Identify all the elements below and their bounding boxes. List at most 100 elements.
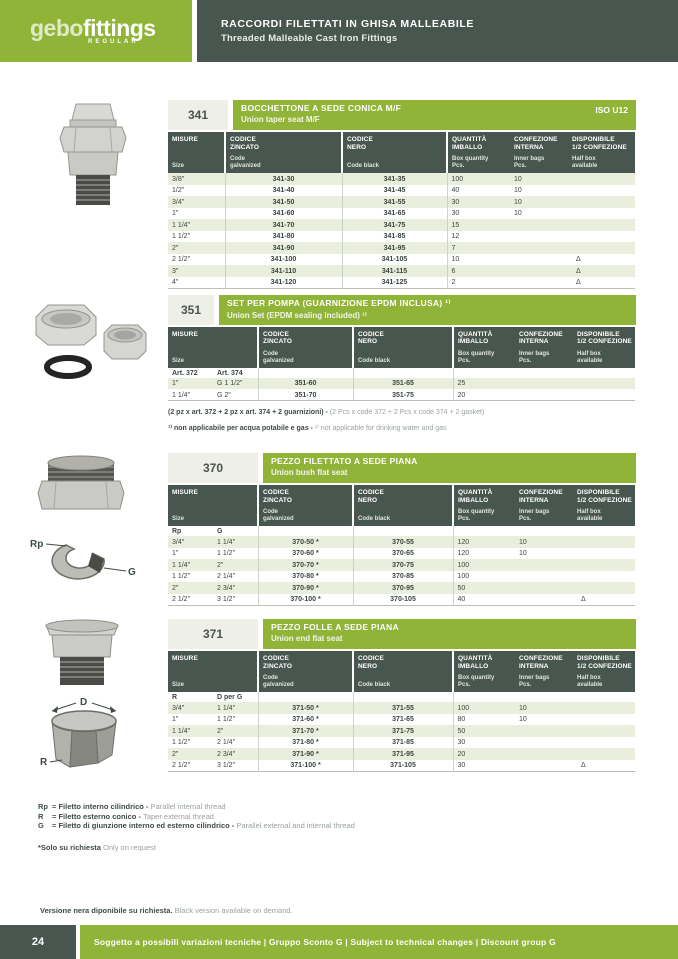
table-row: 2" 2 3/4" 370-90 * 370-95 50 (168, 582, 636, 594)
col-header-disponibile: DISPONIBILE 1/2 CONFEZIONE Half box avail… (573, 326, 636, 368)
thread-legend: Rp = Filetto interno cilindrico - Paralle… (38, 802, 678, 831)
col-header-nero: CODICE NERO Code black (353, 326, 455, 368)
section-title-it: SET PER POMPA (GUARNIZIONE EPDM INCLUSA)… (227, 297, 451, 308)
section-title-bar: SET PER POMPA (GUARNIZIONE EPDM INCLUSA)… (219, 294, 636, 325)
section-title-en: Union bush flat seat (271, 468, 348, 477)
section-title-en: Union Set (EPDM sealing included) ¹⁾ (227, 310, 367, 320)
col-header-nero: CODICE NERO Code black (342, 132, 448, 173)
product-photo-341 (10, 100, 168, 289)
sub-col-left: R (172, 694, 178, 701)
col-header-zincato: CODICE ZINCATO Code galvanized (225, 132, 343, 173)
table-row: 1 1/2" 2 1/4" 371-80 * 371-85 30 (168, 736, 635, 748)
diagram-label-r: R (40, 757, 48, 768)
col-header-confezione: CONFEZIONE INTERNA Inner bags Pcs. (515, 651, 574, 692)
sub-col-left: Rp (172, 528, 182, 535)
table-row: 1" 1 1/2" 371-60 * 371-65 80 10 (168, 713, 635, 725)
col-header-misure: MISURE Size (168, 651, 260, 692)
table-row: 1 1/2" 341-80 341-85 12 (168, 230, 635, 242)
legend-line-g: G = Filetto di giunzione interno ed ester… (38, 821, 355, 830)
col-header-confezione: CONFEZIONE INTERNA Inner bags Pcs. (515, 485, 574, 526)
table-row: 1" 1 1/2" 370-60 * 370-65 120 10 (168, 547, 635, 559)
section-title-it: PEZZO FOLLE A SEDE PIANA (271, 622, 399, 632)
section-notes-351: (2 pz x art. 372 + 2 pz x art. 374 + 2 g… (168, 409, 636, 432)
product-table-370: MISURE Size CODICE ZINCATO Code galvanized… (168, 485, 636, 606)
section-head-370: 370 PEZZO FILETTATO A SEDE PIANA Union b… (168, 453, 636, 483)
col-header-quantita: QUANTITÀ IMBALLO Box quantity Pcs. (447, 132, 510, 173)
table-area-351: 351 SET PER POMPA (GUARNIZIONE EPDM INCL… (168, 294, 636, 441)
col-header-nero: CODICE NERO Code black (353, 651, 455, 692)
product-photo-351 (10, 295, 168, 441)
brand-logo: gebofittings REGULAR (0, 0, 192, 62)
footer-text: Soggetto a possibili variazioni tecniche… (80, 925, 678, 959)
section-371: D R 371 PEZZO FOLLE A SEDE PIANA Un (10, 619, 678, 784)
section-head-351: 351 SET PER POMPA (GUARNIZIONE EPDM INCL… (168, 294, 636, 325)
table-row: 1 1/4" 2" 371-70 * 371-75 50 (168, 725, 636, 737)
col-header-disponibile: DISPONIBILE 1/2 CONFEZIONE Half box avail… (573, 485, 636, 526)
col-header-zincato: CODICE ZINCATO Code galvanized (258, 651, 355, 692)
table-area-371: 371 PEZZO FOLLE A SEDE PIANA Union end f… (168, 619, 636, 784)
section-title-en: Union end flat seat (271, 634, 343, 643)
page-title-block: RACCORDI FILETTATI IN GHISA MALLEABILE T… (197, 0, 678, 62)
union-bush-image: Rp G (30, 455, 136, 580)
col-header-confezione: CONFEZIONE INTERNA Inner bags Pcs. (515, 326, 574, 368)
table-area-341: 341 BOCCHETTONE A SEDE CONICA M/F Union … (168, 100, 636, 289)
product-table-371: MISURE Size CODICE ZINCATO Code galvanized… (168, 651, 636, 772)
product-table-351: MISURE Size CODICE ZINCATO Code galvanized… (168, 326, 636, 401)
col-header-zincato: CODICE ZINCATO Code galvanized (258, 485, 355, 526)
union-end-image: D R (40, 619, 119, 768)
table-row: 2 1/2" 3 1/2" 370-100 * 370-105 40 Δ (168, 593, 635, 605)
col-header-confezione: CONFEZIONE INTERNA Inner bags Pcs. (510, 132, 568, 173)
table-row: 4" 341-120 341-125 2 Δ (168, 276, 635, 288)
set-composition-note: (2 pz x art. 372 + 2 pz x art. 374 + 2 g… (168, 409, 485, 416)
diagram-label-rp: Rp (30, 539, 43, 550)
table-row: 3" 341-110 341-115 6 Δ (168, 265, 635, 277)
sub-header-row: Rp G (168, 526, 635, 536)
product-table-341: MISURE Size CODICE ZINCATO Code galvanized… (168, 132, 635, 289)
table-row: 2" 341-90 341-95 7 (168, 242, 635, 254)
table-row: 1 1/4" 2" 370-70 * 370-75 100 (168, 559, 636, 571)
page-header: gebofittings REGULAR RACCORDI FILETTATI … (0, 0, 678, 62)
article-number: 370 (168, 453, 258, 483)
logo-fittings: fittings (82, 15, 156, 41)
page-title: RACCORDI FILETTATI IN GHISA MALLEABILE (221, 18, 475, 30)
section-title-bar: BOCCHETTONE A SEDE CONICA M/F Union tape… (233, 100, 636, 130)
table-row: 1 1/4" 341-70 341-75 15 (168, 219, 635, 231)
table-row: 2" 2 3/4" 371-90 * 371-95 20 (168, 748, 636, 760)
sub-col-right: Art. 374 (217, 369, 243, 377)
table-row: 3/4" 1 1/4" 370-50 * 370-55 120 10 (168, 536, 636, 548)
col-header-quantita: QUANTITÀ IMBALLO Box quantity Pcs. (453, 326, 516, 368)
sub-col-right: G (217, 528, 223, 535)
diagram-label-g: G (128, 567, 136, 578)
section-351: 351 SET PER POMPA (GUARNIZIONE EPDM INCL… (10, 294, 678, 441)
table-row: 1" 341-60 341-65 30 10 (168, 207, 635, 219)
table-row: 1/2" 341-40 341-45 40 10 (168, 184, 635, 196)
section-head-371: 371 PEZZO FOLLE A SEDE PIANA Union end f… (168, 619, 636, 649)
table-row: 1" G 1 1/2" 351-60 351-65 25 (168, 377, 636, 389)
union-fitting-image (59, 103, 127, 205)
table-row: 3/8" 341-30 341-35 100 10 (168, 173, 635, 185)
col-header-zincato: CODICE ZINCATO Code galvanized (258, 326, 355, 368)
section-341: 341 BOCCHETTONE A SEDE CONICA M/F Union … (10, 100, 678, 289)
article-number: 351 (168, 294, 214, 325)
not-applicable-note: ¹⁾ non applicabile per acqua potabile e … (168, 425, 447, 432)
col-header-misure: MISURE Size (168, 485, 260, 526)
product-photo-371: D R (10, 619, 168, 784)
section-title-bar: PEZZO FILETTATO A SEDE PIANA Union bush … (263, 453, 636, 483)
logo-subtitle: REGULAR (88, 39, 139, 45)
iso-badge: ISO U12 (595, 105, 628, 115)
table-row: 1 1/2" 2 1/4" 370-80 * 370-85 100 (168, 570, 635, 582)
table-row: 2 1/2" 3 1/2" 371-100 * 371-105 30 Δ (168, 759, 635, 771)
col-header-quantita: QUANTITÀ IMBALLO Box quantity Pcs. (453, 651, 516, 692)
col-header-misure: MISURE Size (168, 132, 226, 173)
legend-line-r: R = Filetto esterno conico - Taper extern… (38, 811, 214, 821)
only-on-request-note: *Solo su richiesta Only on request (38, 842, 156, 852)
table-row: 1 1/4" G 2" 351-70 351-75 20 (168, 389, 635, 401)
article-number: 371 (168, 619, 258, 649)
page-number: 24 (0, 925, 76, 959)
col-header-misure: MISURE Size (168, 326, 260, 368)
sub-header-row: Art. 372 Art. 374 (168, 367, 635, 378)
page-footer: 24 Soggetto a possibili variazioni tecni… (0, 925, 678, 959)
col-header-disponibile: DISPONIBILE 1/2 CONFEZIONE Half box avail… (568, 132, 635, 173)
union-set-image (35, 304, 147, 379)
